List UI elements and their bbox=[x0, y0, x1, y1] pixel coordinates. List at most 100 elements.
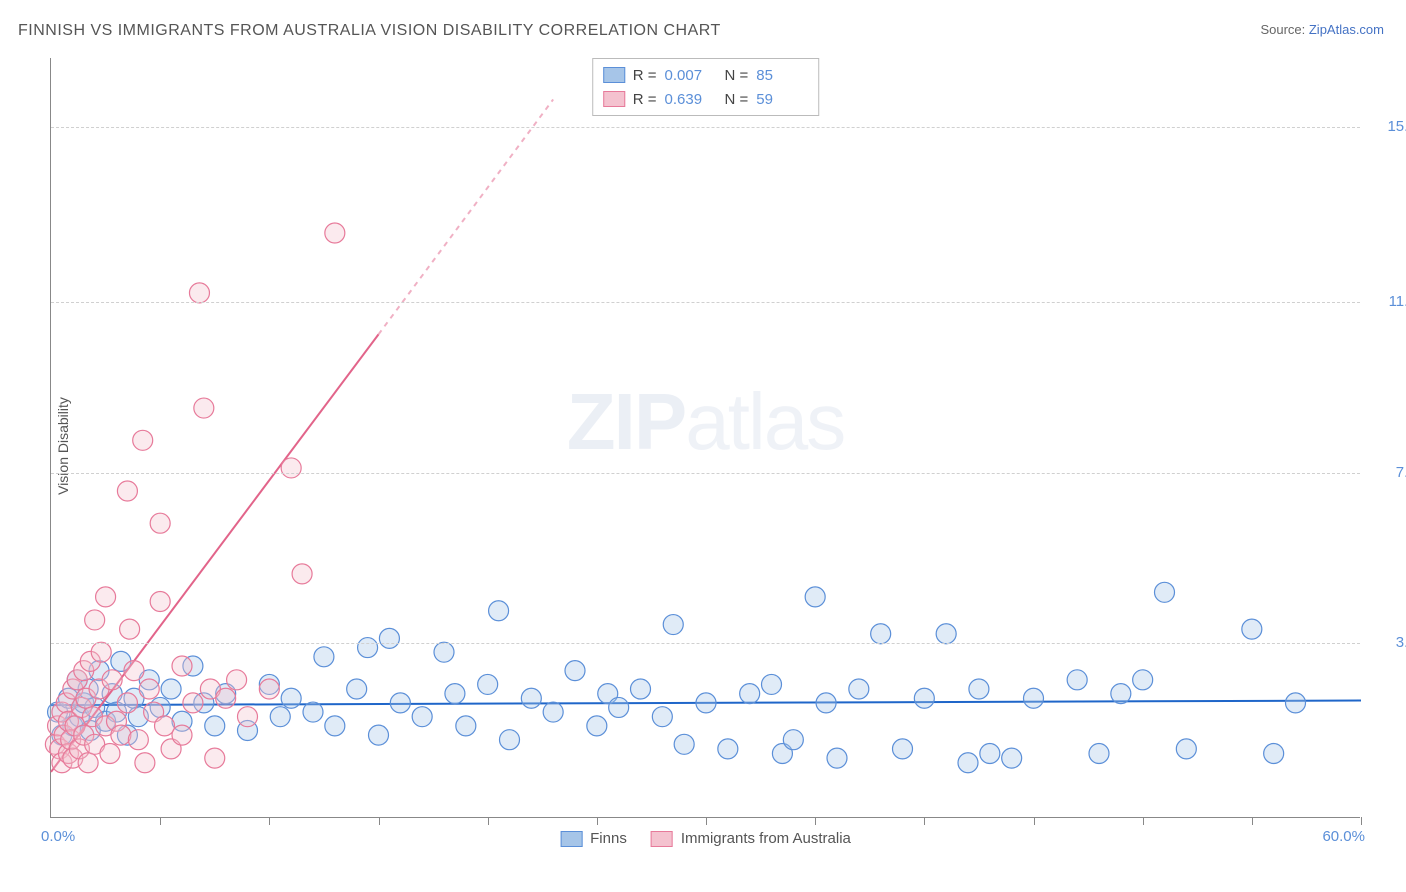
data-point bbox=[936, 624, 956, 644]
data-point bbox=[390, 693, 410, 713]
plot-area: ZIPatlas R =0.007N =85R =0.639N =59 0.0%… bbox=[50, 58, 1360, 818]
data-point bbox=[155, 716, 175, 736]
data-point bbox=[205, 748, 225, 768]
data-point bbox=[281, 688, 301, 708]
data-point bbox=[161, 679, 181, 699]
gridline: 7.5% bbox=[51, 473, 1360, 474]
legend-n-value: 59 bbox=[756, 91, 808, 108]
data-point bbox=[150, 592, 170, 612]
data-point bbox=[117, 693, 137, 713]
data-point bbox=[652, 707, 672, 727]
data-point bbox=[980, 744, 1000, 764]
x-tick bbox=[269, 817, 270, 825]
x-tick bbox=[924, 817, 925, 825]
legend-swatch bbox=[651, 831, 673, 847]
data-point bbox=[663, 615, 683, 635]
data-point bbox=[1176, 739, 1196, 759]
legend-row: R =0.639N =59 bbox=[603, 87, 809, 111]
x-tick bbox=[597, 817, 598, 825]
data-point bbox=[543, 702, 563, 722]
x-tick bbox=[706, 817, 707, 825]
legend-label: Immigrants from Australia bbox=[681, 830, 851, 847]
data-point bbox=[783, 730, 803, 750]
legend-r-value: 0.007 bbox=[665, 67, 717, 84]
y-tick-label: 15.0% bbox=[1370, 118, 1406, 135]
data-point bbox=[117, 481, 137, 501]
data-point bbox=[172, 725, 192, 745]
data-point bbox=[718, 739, 738, 759]
x-tick bbox=[1361, 817, 1362, 825]
data-point bbox=[111, 725, 131, 745]
legend-entry: Immigrants from Australia bbox=[651, 830, 851, 847]
x-tick bbox=[488, 817, 489, 825]
data-point bbox=[303, 702, 323, 722]
data-point bbox=[631, 679, 651, 699]
chart-title: FINNISH VS IMMIGRANTS FROM AUSTRALIA VIS… bbox=[18, 22, 721, 40]
gridline: 11.2% bbox=[51, 302, 1360, 303]
data-point bbox=[347, 679, 367, 699]
data-point bbox=[120, 619, 140, 639]
data-point bbox=[609, 697, 629, 717]
data-point bbox=[1155, 582, 1175, 602]
data-point bbox=[124, 661, 144, 681]
data-point bbox=[565, 661, 585, 681]
data-point bbox=[521, 688, 541, 708]
data-point bbox=[128, 730, 148, 750]
x-tick bbox=[1143, 817, 1144, 825]
data-point bbox=[1264, 744, 1284, 764]
data-point bbox=[1067, 670, 1087, 690]
data-point bbox=[816, 693, 836, 713]
data-point bbox=[194, 398, 214, 418]
data-point bbox=[292, 564, 312, 584]
data-point bbox=[412, 707, 432, 727]
legend-swatch bbox=[560, 831, 582, 847]
legend-swatch bbox=[603, 91, 625, 107]
data-point bbox=[259, 679, 279, 699]
data-point bbox=[238, 707, 258, 727]
data-point bbox=[805, 587, 825, 607]
data-point bbox=[270, 707, 290, 727]
data-point bbox=[96, 587, 116, 607]
data-point bbox=[100, 744, 120, 764]
data-point bbox=[434, 642, 454, 662]
legend-r-label: R = bbox=[633, 91, 657, 108]
data-point bbox=[102, 670, 122, 690]
data-point bbox=[85, 610, 105, 630]
y-tick-label: 7.5% bbox=[1370, 464, 1406, 481]
legend-r-value: 0.639 bbox=[665, 91, 717, 108]
legend-swatch bbox=[603, 67, 625, 83]
data-point bbox=[958, 753, 978, 773]
y-tick-label: 11.2% bbox=[1370, 293, 1406, 310]
data-point bbox=[740, 684, 760, 704]
data-point bbox=[227, 670, 247, 690]
data-point bbox=[696, 693, 716, 713]
data-point bbox=[216, 688, 236, 708]
data-point bbox=[871, 624, 891, 644]
data-point bbox=[379, 628, 399, 648]
legend-correlation: R =0.007N =85R =0.639N =59 bbox=[592, 58, 820, 116]
data-point bbox=[205, 716, 225, 736]
trend-line-dash bbox=[379, 99, 554, 334]
x-tick bbox=[1252, 817, 1253, 825]
data-point bbox=[314, 647, 334, 667]
legend-series: Finns Immigrants from Australia bbox=[560, 830, 851, 847]
data-point bbox=[358, 638, 378, 658]
data-point bbox=[150, 513, 170, 533]
data-point bbox=[674, 734, 694, 754]
data-point bbox=[139, 679, 159, 699]
data-point bbox=[78, 753, 98, 773]
gridline: 15.0% bbox=[51, 127, 1360, 128]
legend-label: Finns bbox=[590, 830, 627, 847]
data-point bbox=[500, 730, 520, 750]
data-point bbox=[849, 679, 869, 699]
x-min-label: 0.0% bbox=[41, 828, 75, 845]
data-point bbox=[1089, 744, 1109, 764]
data-point bbox=[172, 656, 192, 676]
x-tick bbox=[815, 817, 816, 825]
data-point bbox=[893, 739, 913, 759]
source-link[interactable]: ZipAtlas.com bbox=[1309, 22, 1384, 37]
data-point bbox=[478, 674, 498, 694]
data-point bbox=[189, 283, 209, 303]
data-point bbox=[762, 674, 782, 694]
legend-row: R =0.007N =85 bbox=[603, 63, 809, 87]
